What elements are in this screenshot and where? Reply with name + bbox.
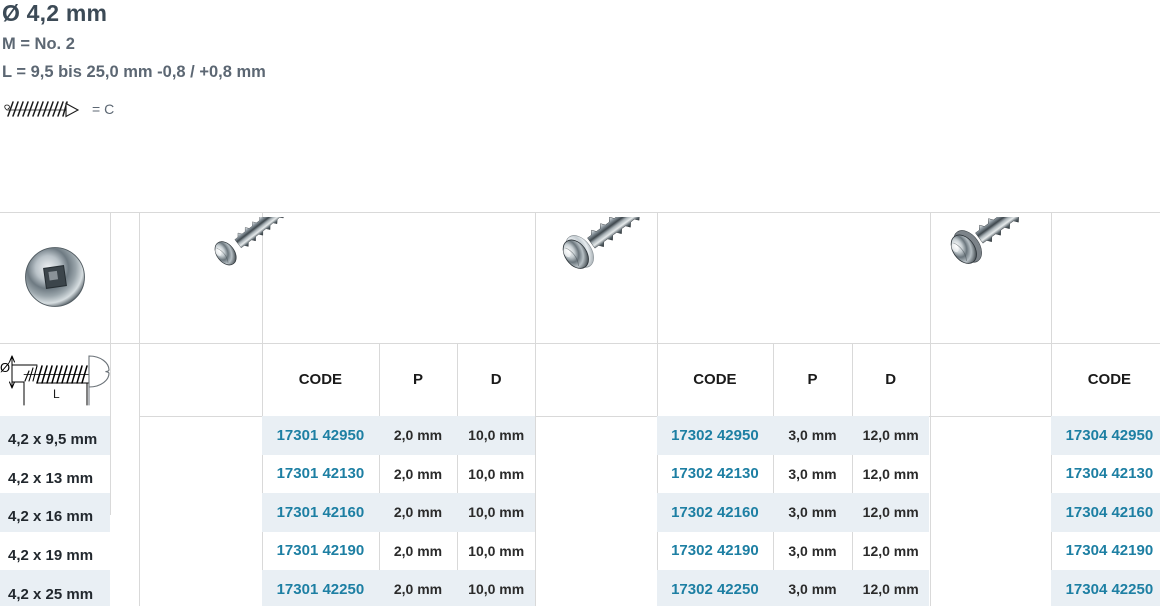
svg-text:L: L (53, 387, 60, 401)
svg-text:Ø: Ø (0, 360, 10, 375)
